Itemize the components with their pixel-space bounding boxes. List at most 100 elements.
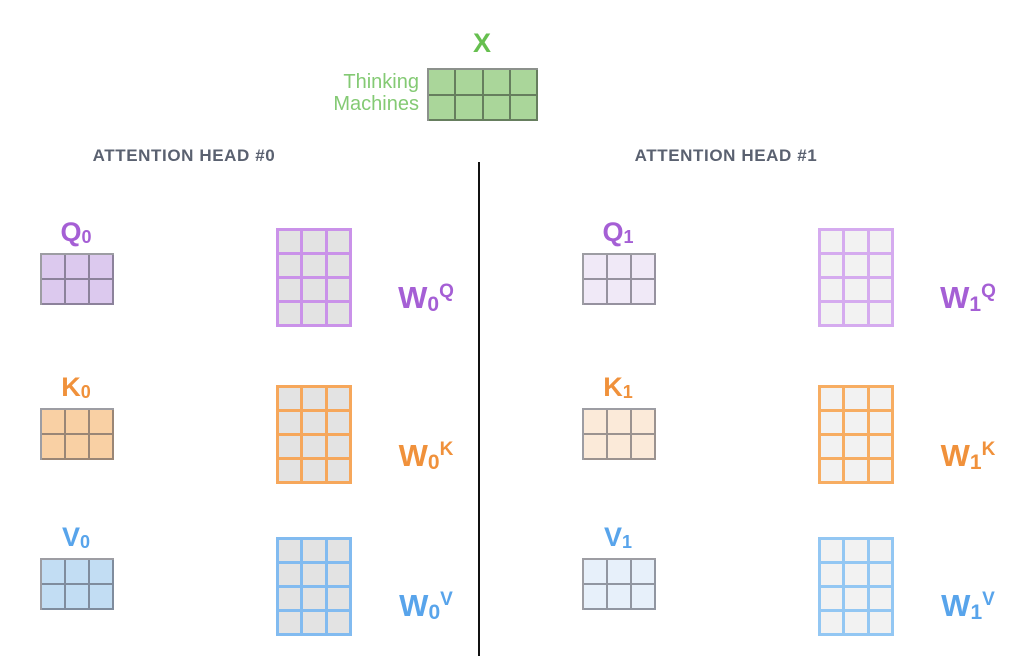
- v1-matrix-grid: [582, 558, 656, 610]
- matrix-cell: [869, 279, 894, 303]
- matrix-cell: [42, 255, 66, 280]
- matrix-cell: [510, 95, 538, 121]
- matrix-cell: [327, 540, 352, 564]
- matrix-cell: [279, 388, 304, 412]
- w0k-weight-grid: [276, 385, 352, 484]
- matrix-cell: [90, 585, 114, 610]
- matrix-cell: [845, 460, 870, 484]
- matrix-cell: [42, 560, 66, 585]
- w1q-label: W1Q: [940, 280, 996, 316]
- matrix-cell: [327, 388, 352, 412]
- matrix-cell: [845, 588, 870, 612]
- matrix-cell: [584, 435, 608, 460]
- matrix-cell: [632, 435, 656, 460]
- matrix-cell: [821, 588, 846, 612]
- matrix-cell: [869, 588, 894, 612]
- matrix-cell: [279, 303, 304, 327]
- matrix-cell: [429, 70, 457, 96]
- matrix-cell: [510, 70, 538, 96]
- k0-label: K0: [61, 372, 91, 402]
- matrix-cell: [483, 70, 511, 96]
- matrix-cell: [608, 435, 632, 460]
- matrix-cell: [327, 436, 352, 460]
- matrix-cell: [303, 412, 328, 436]
- matrix-cell: [869, 255, 894, 279]
- attention-head-1-header: ATTENTION HEAD #1: [634, 146, 818, 165]
- matrix-cell: [303, 279, 328, 303]
- matrix-cell: [303, 564, 328, 588]
- matrix-cell: [303, 388, 328, 412]
- matrix-cell: [90, 410, 114, 435]
- v0-matrix-grid: [40, 558, 114, 610]
- matrix-cell: [279, 231, 304, 255]
- matrix-cell: [632, 280, 656, 305]
- w1v-weight-grid: [818, 537, 894, 636]
- k0-matrix-grid: [40, 408, 114, 460]
- matrix-cell: [845, 388, 870, 412]
- matrix-cell: [845, 612, 870, 636]
- q1-label: Q1: [602, 217, 634, 247]
- matrix-cell: [279, 588, 304, 612]
- matrix-cell: [327, 231, 352, 255]
- matrix-cell: [327, 412, 352, 436]
- matrix-cell: [279, 564, 304, 588]
- matrix-cell: [821, 564, 846, 588]
- matrix-cell: [42, 280, 66, 305]
- input-matrix-grid: [427, 68, 538, 121]
- matrix-cell: [90, 560, 114, 585]
- matrix-cell: [90, 255, 114, 280]
- matrix-cell: [632, 585, 656, 610]
- matrix-cell: [584, 560, 608, 585]
- matrix-cell: [821, 612, 846, 636]
- matrix-cell: [66, 255, 90, 280]
- matrix-cell: [303, 436, 328, 460]
- matrix-cell: [327, 255, 352, 279]
- matrix-cell: [821, 279, 846, 303]
- matrix-cell: [821, 255, 846, 279]
- matrix-cell: [608, 585, 632, 610]
- matrix-cell: [584, 280, 608, 305]
- matrix-cell: [279, 612, 304, 636]
- matrix-cell: [66, 280, 90, 305]
- matrix-cell: [584, 410, 608, 435]
- matrix-cell: [845, 255, 870, 279]
- q0-label: Q0: [60, 217, 92, 247]
- matrix-cell: [869, 231, 894, 255]
- v1-label: V1: [603, 522, 633, 552]
- q1-matrix-grid: [582, 253, 656, 305]
- input-caption: Thinking Machines: [290, 71, 419, 115]
- matrix-cell: [632, 255, 656, 280]
- matrix-cell: [303, 612, 328, 636]
- matrix-cell: [327, 564, 352, 588]
- matrix-cell: [66, 585, 90, 610]
- matrix-cell: [42, 435, 66, 460]
- matrix-cell: [608, 560, 632, 585]
- matrix-cell: [456, 95, 484, 121]
- matrix-cell: [869, 412, 894, 436]
- matrix-cell: [821, 303, 846, 327]
- w0v-label: W0V: [399, 588, 453, 624]
- w1q-weight-grid: [818, 228, 894, 327]
- matrix-cell: [821, 388, 846, 412]
- matrix-cell: [845, 412, 870, 436]
- matrix-cell: [632, 560, 656, 585]
- w1k-weight-grid: [818, 385, 894, 484]
- matrix-cell: [90, 280, 114, 305]
- matrix-cell: [279, 460, 304, 484]
- v0-label: V0: [61, 522, 91, 552]
- matrix-cell: [303, 303, 328, 327]
- matrix-cell: [42, 410, 66, 435]
- matrix-cell: [845, 564, 870, 588]
- matrix-cell: [456, 70, 484, 96]
- matrix-cell: [303, 460, 328, 484]
- matrix-cell: [869, 436, 894, 460]
- matrix-cell: [483, 95, 511, 121]
- head-divider-line: [478, 162, 480, 656]
- matrix-cell: [303, 588, 328, 612]
- w1v-label: W1V: [941, 588, 995, 624]
- matrix-cell: [66, 560, 90, 585]
- matrix-cell: [303, 540, 328, 564]
- matrix-cell: [90, 435, 114, 460]
- input-caption-line1: Thinking: [343, 71, 419, 93]
